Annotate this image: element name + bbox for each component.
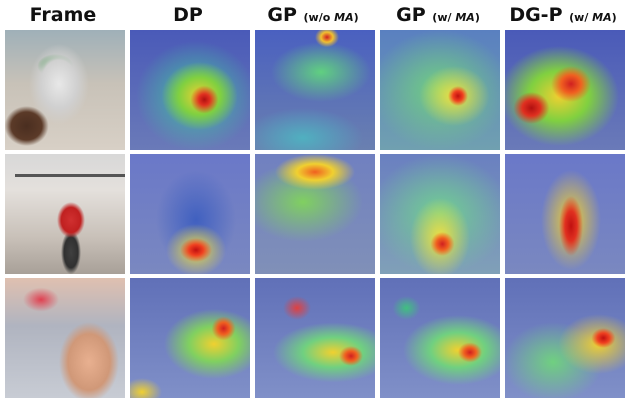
- gp-wo-ma-heatmap-row3: [255, 278, 375, 398]
- dg-p-heatmap-row1: [505, 30, 625, 150]
- gp-wo-ma-heatmap-row1: [255, 30, 375, 150]
- gp-wo-ma-heatmap-row2: [255, 154, 375, 274]
- column-header-dp: DP: [173, 4, 203, 26]
- gp-w-ma-heatmap-row3: [380, 278, 500, 398]
- dp-heatmap-row1: [130, 30, 250, 150]
- frame-image-row3: [5, 278, 125, 398]
- column-header-gp-w-ma: GP (w/ MA): [396, 4, 480, 26]
- column-header-dg-p-w-ma: DG-P (w/ MA): [509, 4, 617, 26]
- gp-w-ma-heatmap-row1: [380, 30, 500, 150]
- dp-heatmap-row3: [130, 278, 250, 398]
- column-header-gp-wo-ma: GP (w/o MA): [267, 4, 359, 26]
- dp-heatmap-row2: [130, 154, 250, 274]
- frame-image-row1: [5, 30, 125, 150]
- column-header-frame: Frame: [29, 4, 97, 26]
- frame-image-row2: [5, 154, 125, 274]
- dg-p-heatmap-row2: [505, 154, 625, 274]
- dg-p-heatmap-row3: [505, 278, 625, 398]
- gp-w-ma-heatmap-row2: [380, 154, 500, 274]
